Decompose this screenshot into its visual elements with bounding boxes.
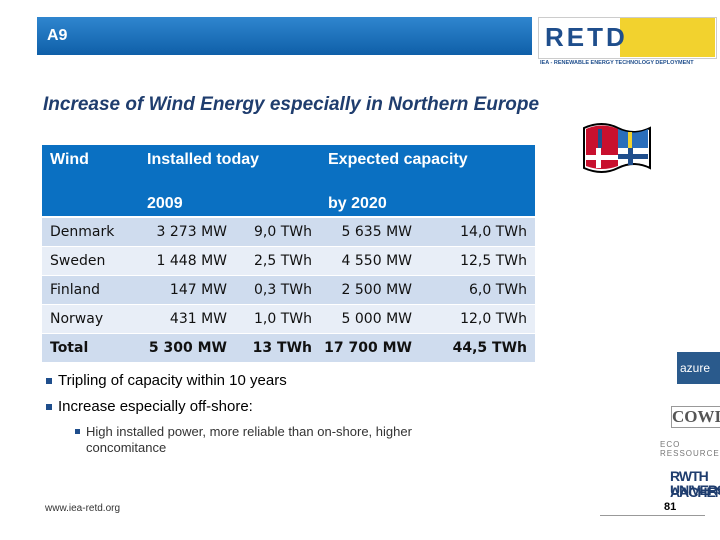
cell-country: Sweden [42,247,140,275]
page-rule [600,515,705,516]
cell-expected-energy: 12,5 TWh [420,247,535,275]
header-expected-year: by 2020 [328,195,387,212]
cell-country: Norway [42,305,140,333]
partner-logo: COWI [671,406,720,428]
table-header-bg [42,145,535,216]
header-installed: Installed today [147,151,260,168]
cell-installed-energy: 2,5 TWh [235,247,320,275]
page-number: 81 [664,501,677,513]
cell-installed-power: 1 448 MW [140,247,235,275]
partner-logo: azure [677,352,720,384]
logo-subtitle: IEA - RENEWABLE ENERGY TECHNOLOGY DEPLOY… [540,60,694,66]
cell-installed-power: 3 273 MW [140,218,235,246]
cell-installed-power: 5 300 MW [140,334,235,362]
header-installed-year: 2009 [147,195,183,212]
cell-installed-energy: 9,0 TWh [235,218,320,246]
cell-expected-energy: 6,0 TWh [420,276,535,304]
footer-url: www.iea-retd.org [45,503,121,514]
cell-installed-energy: 0,3 TWh [235,276,320,304]
header-expected: Expected capacity [328,151,468,168]
cell-installed-energy: 13 TWh [235,334,320,362]
cell-country: Denmark [42,218,140,246]
logo-name: RETD [545,22,628,52]
bullet: Increase especially off-shore: [58,398,253,415]
slide-id: A9 [47,27,68,44]
cell-expected-power: 17 700 MW [320,334,420,362]
partner-logo: UNIVERSITY [670,482,720,498]
header-wind: Wind [50,151,89,168]
cell-expected-energy: 14,0 TWh [420,218,535,246]
logo-map [620,18,715,57]
cell-country: Total [42,334,140,362]
partner-logo: RWTH AACHEN [670,468,720,500]
cell-expected-power: 5 635 MW [320,218,420,246]
cell-expected-energy: 12,0 TWh [420,305,535,333]
sub-bullet-marker [75,429,80,434]
cell-installed-power: 431 MW [140,305,235,333]
cell-installed-power: 147 MW [140,276,235,304]
bullet-marker [46,378,52,384]
cell-country: Finland [42,276,140,304]
top-bar [37,17,532,55]
cell-expected-power: 2 500 MW [320,276,420,304]
sub-bullet: High installed power, more reliable than… [86,424,412,455]
cell-installed-energy: 1,0 TWh [235,305,320,333]
cell-expected-power: 4 550 MW [320,247,420,275]
title: Increase of Wind Energy especially in No… [43,94,540,115]
cell-expected-power: 5 000 MW [320,305,420,333]
partner-logo: ECO RESSOURCES [660,440,720,458]
flags [583,123,651,173]
bullet: Tripling of capacity within 10 years [58,372,287,389]
bullet-marker [46,404,52,410]
cell-expected-energy: 44,5 TWh [420,334,535,362]
